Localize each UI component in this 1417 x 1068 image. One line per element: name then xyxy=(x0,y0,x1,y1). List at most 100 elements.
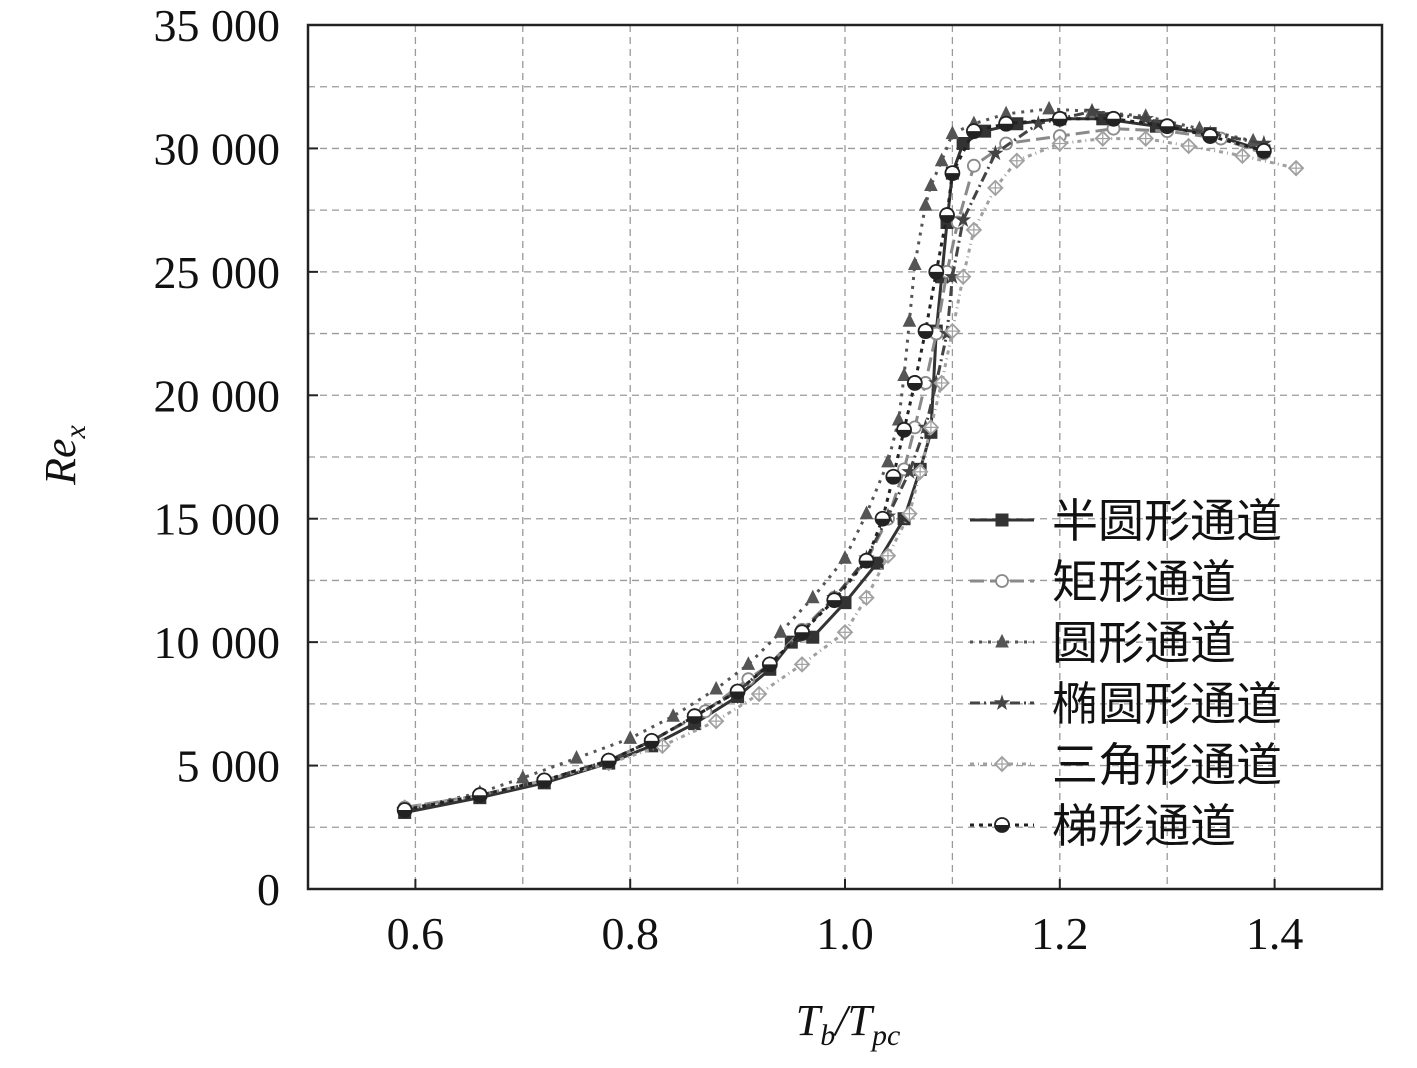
data-point-half xyxy=(601,760,616,768)
series-6 xyxy=(396,110,1272,818)
series-layer xyxy=(396,100,1305,819)
legend-item: 半圆形通道 xyxy=(970,494,1282,548)
data-point-half xyxy=(940,215,955,223)
data-point xyxy=(858,589,875,606)
data-point xyxy=(966,158,981,173)
data-point xyxy=(1287,159,1305,177)
data-point-half xyxy=(907,382,922,390)
data-point xyxy=(917,323,934,340)
data-point xyxy=(794,624,810,641)
data-point xyxy=(826,592,843,609)
data-point xyxy=(515,769,530,784)
data-point xyxy=(918,197,933,211)
data-point xyxy=(1202,128,1219,144)
data-point xyxy=(944,165,961,182)
data-point xyxy=(965,123,982,140)
data-point xyxy=(1083,102,1101,119)
data-point xyxy=(1137,130,1154,147)
legend-label: 圆形通道 xyxy=(1052,616,1236,670)
data-point xyxy=(709,680,723,695)
data-point-half xyxy=(1106,118,1121,126)
data-point xyxy=(1051,110,1068,127)
legend-label: 半圆形通道 xyxy=(1052,494,1282,548)
data-point xyxy=(396,802,413,818)
legend-label: 椭圆形通道 xyxy=(1052,677,1282,731)
legend-item: 梯形通道 xyxy=(970,799,1236,853)
x-axis-title-sub-b: b xyxy=(820,1019,835,1052)
y-tick-label: 5 000 xyxy=(177,741,281,792)
data-point-half xyxy=(762,664,777,672)
y-tick-label: 0 xyxy=(257,864,280,915)
data-point-half xyxy=(897,429,912,437)
data-point-half xyxy=(397,810,412,818)
data-point xyxy=(928,263,945,280)
data-point-half xyxy=(945,173,960,181)
data-point xyxy=(987,144,1004,161)
data-point-half xyxy=(1203,136,1218,144)
data-point-half xyxy=(918,331,933,339)
x-axis-title-sep: / xyxy=(832,996,851,1045)
data-point xyxy=(859,505,874,520)
data-point-half xyxy=(999,123,1014,131)
data-point xyxy=(1094,130,1112,147)
data-point-half xyxy=(827,600,842,608)
data-point xyxy=(793,656,811,673)
data-point-half xyxy=(929,271,944,279)
data-point xyxy=(945,125,960,140)
series-5 xyxy=(396,130,1305,816)
data-point xyxy=(924,177,938,191)
data-point xyxy=(707,712,725,730)
data-point xyxy=(897,367,911,382)
data-point xyxy=(902,313,917,327)
legend-label: 三角形通道 xyxy=(1052,738,1282,792)
data-point xyxy=(939,207,955,223)
series-line xyxy=(404,107,1254,812)
data-point xyxy=(858,552,875,569)
x-axis-title-sub-pc: pc xyxy=(870,1019,900,1052)
data-point xyxy=(569,750,584,764)
data-point xyxy=(1051,135,1069,152)
data-point xyxy=(471,787,488,804)
data-point-half xyxy=(1052,118,1067,126)
legend-label: 矩形通道 xyxy=(1052,555,1236,609)
data-point xyxy=(954,268,972,286)
series-line xyxy=(404,117,1265,812)
legend-item: 圆形通道 xyxy=(970,616,1236,670)
data-point xyxy=(623,730,638,744)
data-point xyxy=(995,513,1009,527)
data-point xyxy=(874,510,891,527)
data-point-half xyxy=(644,740,659,748)
data-point xyxy=(944,322,961,340)
x-tick-label: 0.8 xyxy=(601,908,659,959)
data-point xyxy=(901,505,918,523)
x-axis-title-t: T xyxy=(796,996,824,1045)
data-point xyxy=(1180,137,1197,155)
data-point xyxy=(750,685,768,703)
y-axis-title: Rex xyxy=(36,424,92,485)
x-tick-label: 1.2 xyxy=(1031,908,1089,959)
legend-item: 矩形通道 xyxy=(970,555,1236,609)
data-point xyxy=(1008,152,1026,170)
data-point xyxy=(741,672,756,687)
legend-item: 椭圆形通道 xyxy=(970,677,1282,731)
y-tick-label: 10 000 xyxy=(154,617,281,668)
data-point xyxy=(933,374,950,392)
data-point-half xyxy=(875,518,890,526)
data-point xyxy=(600,752,617,769)
y-axis-title-main: Re xyxy=(36,438,85,485)
data-point xyxy=(995,633,1009,648)
x-tick-label: 1.4 xyxy=(1246,908,1304,959)
data-point xyxy=(1105,110,1122,127)
x-tick-label: 0.6 xyxy=(387,908,445,959)
data-point xyxy=(908,256,922,270)
data-point xyxy=(1255,142,1272,159)
data-point xyxy=(1234,147,1251,165)
data-point xyxy=(934,152,949,167)
data-point-half xyxy=(472,795,487,803)
x-tick-label: 1.0 xyxy=(816,908,874,959)
data-point xyxy=(838,550,852,564)
data-point-half xyxy=(537,780,552,788)
data-point xyxy=(896,421,912,438)
